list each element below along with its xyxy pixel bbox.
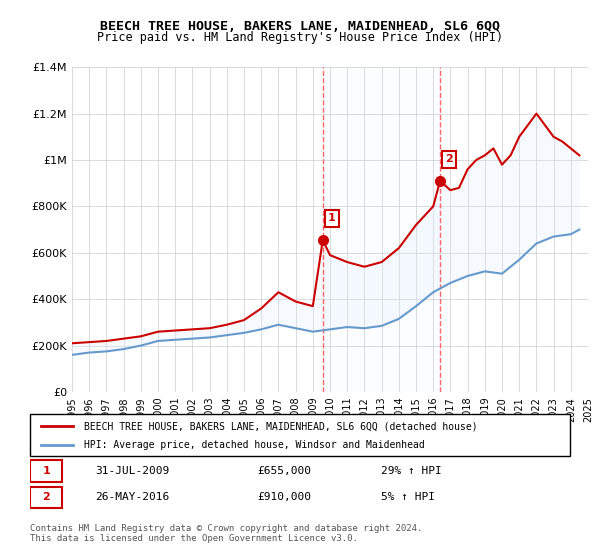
Text: 1: 1 <box>328 213 335 223</box>
Text: 5% ↑ HPI: 5% ↑ HPI <box>381 492 435 502</box>
Text: BEECH TREE HOUSE, BAKERS LANE, MAIDENHEAD, SL6 6QQ: BEECH TREE HOUSE, BAKERS LANE, MAIDENHEA… <box>100 20 500 32</box>
Text: Contains HM Land Registry data © Crown copyright and database right 2024.
This d: Contains HM Land Registry data © Crown c… <box>30 524 422 543</box>
Text: £655,000: £655,000 <box>257 466 311 476</box>
FancyBboxPatch shape <box>30 487 62 508</box>
Text: 2: 2 <box>445 155 453 164</box>
Text: Price paid vs. HM Land Registry's House Price Index (HPI): Price paid vs. HM Land Registry's House … <box>97 31 503 44</box>
Bar <box>323 67 440 392</box>
Text: HPI: Average price, detached house, Windsor and Maidenhead: HPI: Average price, detached house, Wind… <box>84 440 425 450</box>
Text: £910,000: £910,000 <box>257 492 311 502</box>
Text: 26-MAY-2016: 26-MAY-2016 <box>95 492 169 502</box>
Text: 1: 1 <box>43 466 50 476</box>
Text: 29% ↑ HPI: 29% ↑ HPI <box>381 466 442 476</box>
Text: BEECH TREE HOUSE, BAKERS LANE, MAIDENHEAD, SL6 6QQ (detached house): BEECH TREE HOUSE, BAKERS LANE, MAIDENHEA… <box>84 421 478 431</box>
Text: 2: 2 <box>43 492 50 502</box>
FancyBboxPatch shape <box>30 460 62 482</box>
Text: 31-JUL-2009: 31-JUL-2009 <box>95 466 169 476</box>
FancyBboxPatch shape <box>30 414 570 456</box>
